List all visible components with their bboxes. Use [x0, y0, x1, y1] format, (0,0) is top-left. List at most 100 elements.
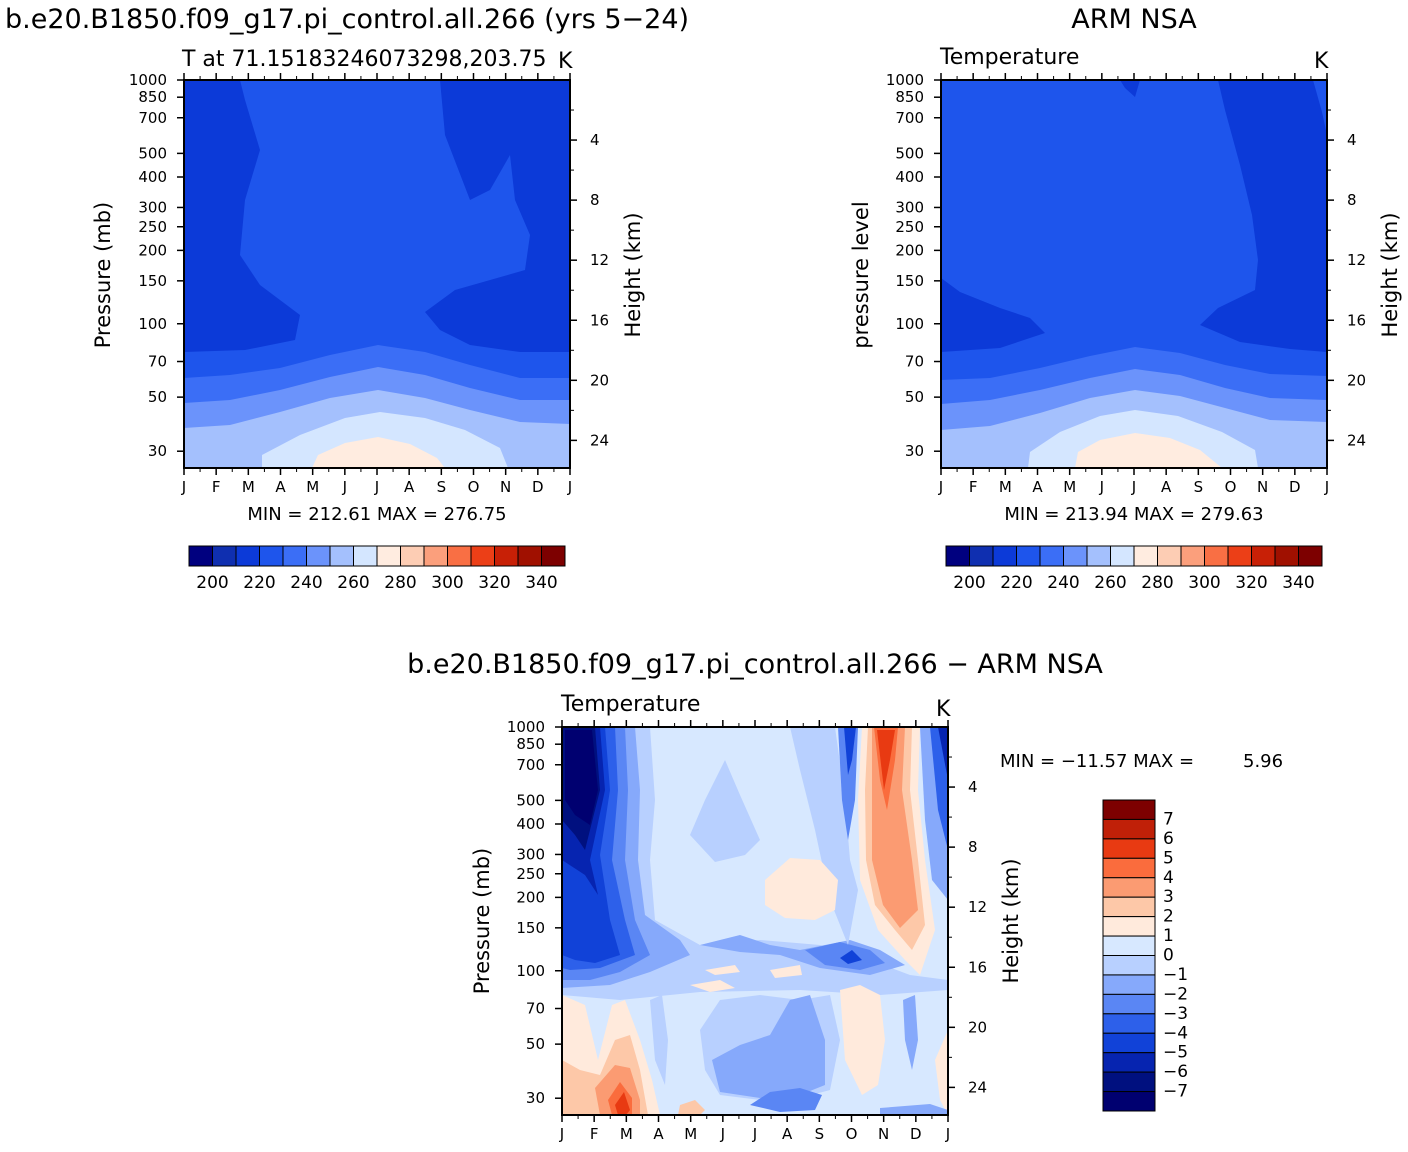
pos-low-right-2: [935, 1030, 948, 1115]
level-280: [312, 437, 445, 468]
y-tick-label: 1000: [129, 71, 167, 89]
colorbar-swatch: [423, 545, 448, 567]
y-tick-label: 30: [148, 442, 167, 460]
neg-low-6: [880, 1104, 948, 1115]
colorbar-swatch: [376, 545, 401, 567]
colorbar-swatch: [541, 545, 566, 567]
colorbar-label: −7: [1163, 1082, 1188, 1102]
x-tick-label: J: [945, 1125, 950, 1143]
colorbar-label: −2: [1163, 984, 1188, 1004]
panel-diff-title: b.e20.B1850.f09_g17.pi_control.all.266 −…: [407, 649, 1103, 680]
x-tick-label: M: [999, 478, 1012, 496]
colorbar-swatch: [517, 545, 542, 567]
y-tick-label: 200: [895, 241, 924, 259]
panel-obs-contours: [941, 80, 1327, 468]
neg-right-3: [938, 727, 948, 780]
colorbar-label: −3: [1163, 1004, 1188, 1024]
colorbar-swatch: [1227, 545, 1252, 567]
neg-band-3: [840, 950, 862, 964]
x-tick-label: M: [306, 478, 319, 496]
y-tick-label: 700: [895, 109, 924, 127]
y-right-tick-label: 8: [968, 838, 978, 856]
y-tick-label: 700: [516, 756, 545, 774]
x-tick-label: N: [500, 478, 511, 496]
x-tick-label: M: [684, 1125, 697, 1143]
x-tick-label: J: [342, 478, 347, 496]
colorbar-label: −1: [1163, 965, 1188, 985]
colorbar-label: 240: [1047, 573, 1079, 593]
colorbar-swatch: [1102, 838, 1156, 859]
y-right-tick-label: 8: [590, 191, 600, 209]
colorbar-swatch: [259, 545, 284, 567]
colorbar-label: 220: [1000, 573, 1032, 593]
y-tick-label: 300: [138, 198, 167, 216]
x-tick-label: J: [559, 1125, 564, 1143]
panel-obs-subtitle: Temperature: [939, 45, 1079, 70]
colorbar-label: 7: [1163, 809, 1174, 829]
colorbar-label: 4: [1163, 868, 1174, 888]
colorbar-label: −4: [1163, 1023, 1188, 1043]
panel-diff-unit: K: [936, 697, 951, 722]
neg-low-2: [712, 995, 825, 1098]
colorbar-swatch: [1102, 896, 1156, 918]
x-tick-label: O: [1225, 478, 1237, 496]
y-tick-label: 1000: [507, 718, 545, 736]
y-tick-label: 500: [138, 144, 167, 162]
panel-diff-contours: [562, 727, 948, 1115]
panel-obs-ylabel-right: Height (km): [1378, 212, 1402, 337]
x-tick-label: A: [1032, 478, 1043, 496]
y-right-tick-label: 4: [590, 131, 600, 149]
colorbar-swatch: [1204, 545, 1229, 567]
x-tick-label: D: [1289, 478, 1301, 496]
x-tick-label: O: [468, 478, 480, 496]
x-tick-label: J: [567, 478, 572, 496]
colorbar-label: 300: [1188, 573, 1220, 593]
y-right-tick-label: 12: [968, 898, 987, 916]
panel-model-ylabel: Pressure (mb): [91, 202, 115, 349]
panel-obs-minmax: MIN = 213.94 MAX = 279.63: [1004, 504, 1263, 525]
y-tick-label: 1000: [886, 71, 924, 89]
x-tick-label: A: [653, 1125, 664, 1143]
x-tick-label: J: [938, 478, 943, 496]
pos-low-right: [840, 985, 885, 1095]
colorbar-swatch: [1133, 545, 1158, 567]
pos-band-300b: [705, 965, 740, 975]
y-tick-label: 500: [516, 791, 545, 809]
y-right-tick-label: 12: [1347, 251, 1366, 269]
y-tick-label: 70: [148, 353, 167, 371]
y-tick-label: 200: [138, 241, 167, 259]
y-tick-label: 250: [895, 218, 924, 236]
colorbar-swatch: [400, 545, 425, 567]
panel-model: b.e20.B1850.f09_g17.pi_control.all.266 (…: [5, 4, 689, 593]
x-tick-label: M: [242, 478, 255, 496]
colorbar-label: 280: [1141, 573, 1173, 593]
panel-model-contours: [184, 80, 570, 468]
neg-blob-4: [844, 727, 856, 775]
y-right-tick-label: 16: [968, 958, 987, 976]
panel-diff-ylabel: Pressure (mb): [470, 848, 494, 995]
colorbar-swatch: [1102, 974, 1156, 995]
x-tick-label: S: [437, 478, 447, 496]
y-tick-label: 30: [526, 1089, 545, 1107]
y-tick-label: 500: [895, 144, 924, 162]
y-tick-label: 50: [526, 1035, 545, 1053]
colorbar-label: 200: [196, 573, 228, 593]
y-tick-label: 100: [895, 315, 924, 333]
x-tick-label: N: [878, 1125, 889, 1143]
colorbar-swatch: [235, 545, 260, 567]
y-right-tick-label: 20: [1347, 371, 1366, 389]
colorbar-label: 260: [337, 573, 369, 593]
panel-obs: ARM NSA Temperature K J F M A M J J A S O N D J 30 50 7…: [849, 4, 1402, 593]
level-220-small: [1120, 80, 1140, 97]
panel-model-unit: K: [558, 49, 573, 74]
colorbar-label: 280: [384, 573, 416, 593]
colorbar-swatch: [1102, 877, 1156, 898]
y-tick-label: 200: [516, 888, 545, 906]
panel-obs-unit: K: [1314, 49, 1329, 74]
y-tick-label: 70: [905, 353, 924, 371]
pos-band-300: [690, 980, 735, 992]
x-tick-label: J: [720, 1125, 725, 1143]
colorbar-swatch: [212, 545, 237, 567]
x-tick-label: A: [782, 1125, 793, 1143]
x-tick-label: J: [1099, 478, 1104, 496]
